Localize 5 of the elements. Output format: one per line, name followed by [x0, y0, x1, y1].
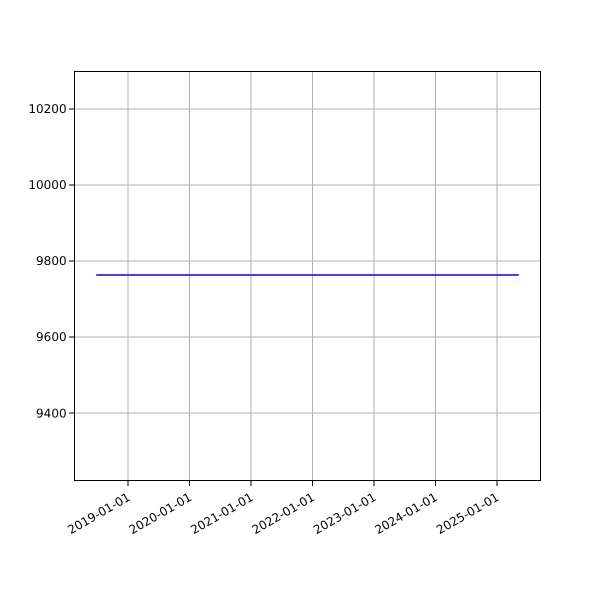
- y-tick-label: 9400: [36, 406, 67, 420]
- y-tick-label: 9600: [36, 330, 67, 344]
- y-tick-label: 10200: [28, 102, 67, 116]
- y-tick-label: 9800: [36, 254, 67, 268]
- y-tick-label: 10000: [28, 178, 67, 192]
